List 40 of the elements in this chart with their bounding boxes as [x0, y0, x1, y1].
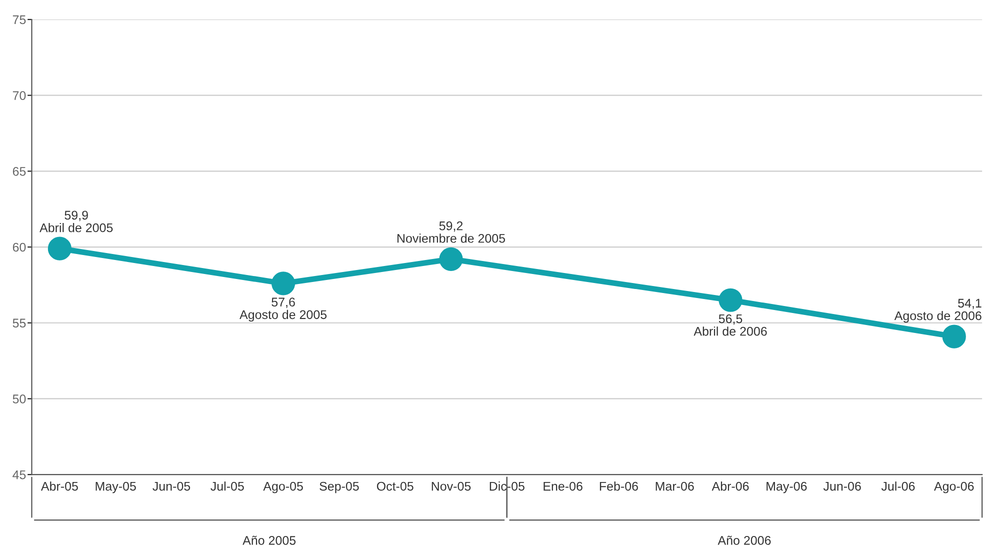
data-label: 57,6: [272, 298, 295, 308]
x-tick-label: May-06: [766, 482, 807, 494]
y-tick-label: 50: [12, 394, 26, 404]
x-tick-label: Abr-06: [712, 482, 749, 491]
x-tick-label: Mar-06: [656, 482, 694, 491]
x-tick-label: Oct-05: [376, 482, 414, 491]
data-label: 54,1: [958, 298, 982, 310]
annotation: Agosto de 2005: [240, 310, 327, 322]
x-tick-label: May-05: [96, 482, 136, 494]
x-tick-label: Jun-06: [823, 482, 861, 491]
x-tick-label: Jul-05: [210, 482, 244, 491]
x-tick-label: Ago-05: [263, 482, 303, 494]
point: [439, 247, 463, 271]
text: Año 2006: [718, 536, 771, 545]
y-tick-label: 45: [12, 470, 26, 480]
x-tick-label: Jul-06: [881, 482, 915, 491]
y-tick-label: 55: [12, 318, 26, 328]
point: [272, 272, 296, 296]
annotation: Abril de 2006: [694, 326, 767, 336]
x-tick-label: Ene-06: [544, 482, 582, 491]
x-tick-label: Sep-05: [320, 482, 359, 494]
x-tick-label: Nov-05: [432, 482, 471, 491]
x-tick-label: Ago-06: [934, 482, 974, 494]
y-tick-label: 60: [12, 242, 26, 252]
data-label: 59,9: [64, 210, 88, 222]
data-label: 59,2: [439, 221, 463, 232]
y-tick-label: 65: [12, 166, 26, 176]
x-tick-label: Jun-05: [152, 482, 190, 491]
point: [718, 288, 742, 312]
x-tick-label: Feb-06: [600, 482, 638, 491]
annotation: Abril de 2005: [40, 223, 113, 232]
y-tick-label: 75: [12, 15, 26, 24]
annotation: Agosto de 2006: [894, 310, 982, 323]
point: [942, 324, 966, 348]
y-tick-label: 70: [12, 91, 26, 100]
annotation: Noviembre de 2005: [397, 234, 506, 243]
point: [48, 236, 72, 260]
data-label: 56,5: [718, 314, 742, 325]
text: Año 2005: [242, 536, 296, 545]
x-tick-label: Abr-05: [40, 482, 78, 491]
